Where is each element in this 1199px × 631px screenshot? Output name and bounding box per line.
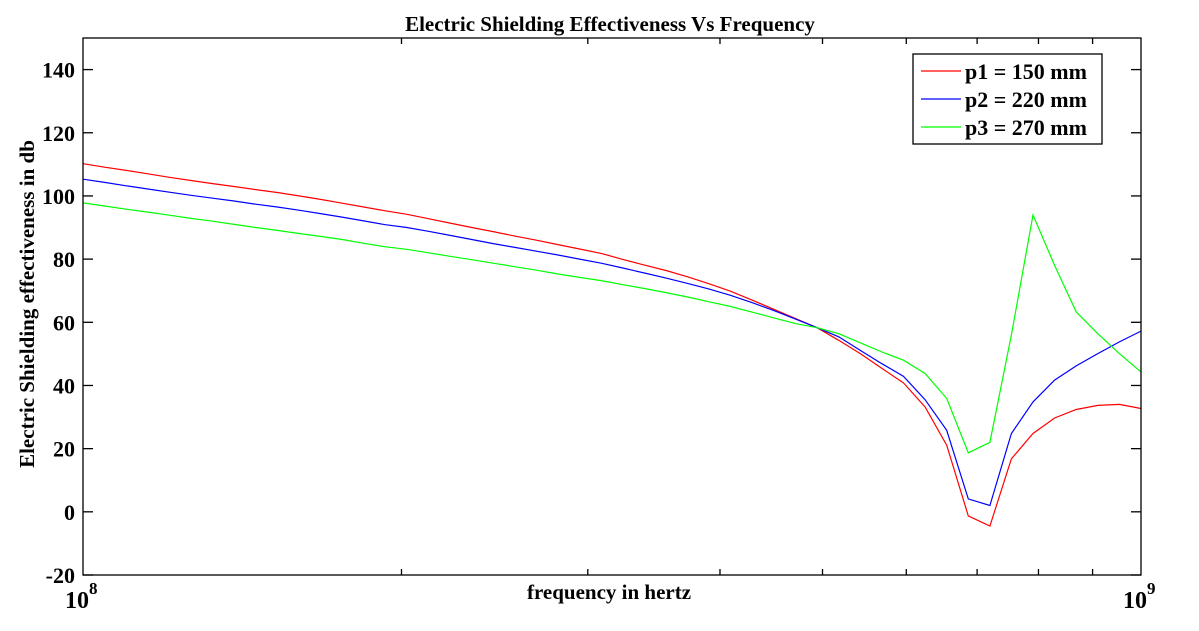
axes [82,37,1142,576]
y-tick-label: -20 [46,563,75,588]
legend: p1 = 150 mm p2 = 220 mm p3 = 270 mm [912,53,1103,145]
chart-title: Electric Shielding Effectiveness Vs Freq… [405,12,815,36]
y-tick-label: 100 [42,184,75,209]
y-tick-label: 120 [42,121,75,146]
y-tick-label: 0 [64,500,75,525]
series-line-1 [82,163,1142,527]
y-tick-label: 20 [53,437,75,462]
x-axis-label: frequency in hertz [527,580,691,604]
plot-area [82,163,1142,527]
y-tick-label: 80 [53,247,75,272]
y-tick-label: 40 [53,373,75,398]
y-axis-label: Electric Shielding effectiveness in db [15,140,39,468]
series-line-3 [82,202,1142,454]
x-tick-label: 109 [1123,579,1156,614]
legend-label: p2 = 220 mm [965,87,1087,112]
legend-entry: p3 = 270 mm [921,115,1087,140]
y-tick-label: 60 [53,310,75,335]
y-axis-ticks: -20 0 20 40 60 80 100 120 140 [42,58,1141,588]
x-axis-ticks: 108 109 [65,38,1156,614]
legend-entry: p1 = 150 mm [921,59,1087,84]
legend-label: p3 = 270 mm [965,115,1087,140]
legend-label: p1 = 150 mm [965,59,1087,84]
y-tick-label: 140 [42,58,75,83]
series-line-2 [82,178,1142,507]
x-tick-label: 108 [65,579,98,614]
axes-box [82,37,1142,576]
legend-entry: p2 = 220 mm [921,87,1087,112]
